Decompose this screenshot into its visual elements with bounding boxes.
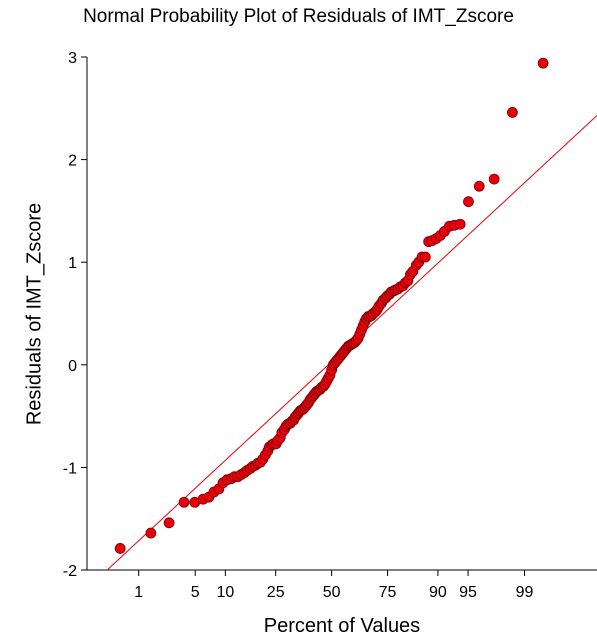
x-axis-label: Percent of Values <box>263 615 421 637</box>
data-point <box>507 107 518 118</box>
chart-title: Normal Probability Plot of Residuals of … <box>83 6 514 27</box>
x-tick-label: 95 <box>459 584 477 601</box>
x-tick-label: 75 <box>379 584 397 601</box>
x-tick-label: 10 <box>216 584 234 601</box>
data-point <box>419 251 431 263</box>
y-tick-label: 1 <box>68 255 77 272</box>
y-tick-label: 3 <box>68 50 77 67</box>
data-point <box>454 218 466 230</box>
x-tick-label: 99 <box>516 584 534 601</box>
x-tick-label: 1 <box>134 584 143 601</box>
data-point <box>463 196 474 208</box>
data-point <box>537 57 549 69</box>
x-tick-label: 5 <box>191 584 200 601</box>
data-point <box>163 517 175 529</box>
data-point <box>473 180 485 192</box>
y-tick-label: -1 <box>63 460 77 477</box>
y-tick-label: -2 <box>63 563 77 580</box>
y-tick-label: 0 <box>68 358 77 375</box>
data-point <box>488 173 500 185</box>
data-point <box>178 496 190 508</box>
data-point <box>145 527 157 539</box>
x-tick-label: 25 <box>267 584 285 601</box>
y-tick-label: 2 <box>68 153 77 170</box>
x-tick-label: 90 <box>429 584 447 601</box>
data-point <box>114 543 126 554</box>
x-tick-label: 50 <box>323 584 341 601</box>
